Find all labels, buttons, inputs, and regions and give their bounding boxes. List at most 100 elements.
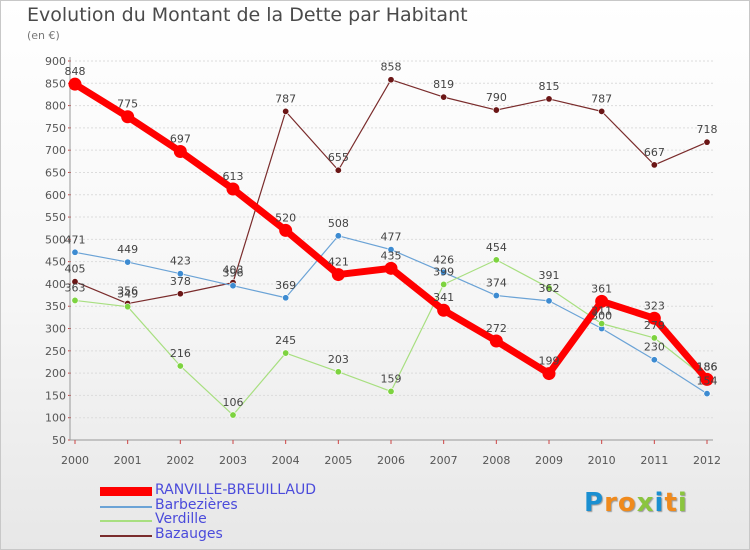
y-tick-label: 100 (45, 412, 66, 425)
y-tick-label: 800 (45, 100, 66, 113)
x-tick-label: 2009 (535, 454, 563, 467)
data-label: 426 (433, 253, 454, 266)
series-barbezi-res (71, 232, 711, 398)
data-point (598, 320, 606, 328)
data-label: 405 (65, 263, 86, 276)
x-tick-label: 2012 (693, 454, 721, 467)
data-label: 449 (117, 243, 138, 256)
y-tick-label: 150 (45, 389, 66, 402)
data-point (650, 334, 658, 342)
chart-title: Evolution du Montant de la Dette par Hab… (27, 4, 468, 26)
data-point (124, 303, 132, 311)
y-tick-label: 450 (45, 256, 66, 269)
y-tick-label: 300 (45, 323, 66, 336)
data-label: 613 (223, 170, 244, 183)
data-label: 245 (275, 334, 296, 347)
data-label: 697 (170, 133, 191, 146)
data-label: 272 (486, 322, 507, 335)
data-label: 349 (117, 288, 138, 301)
y-tick-label: 750 (45, 122, 66, 135)
x-tick-label: 2007 (430, 454, 458, 467)
y-tick-label: 600 (45, 189, 66, 202)
data-point (492, 106, 500, 114)
data-point (650, 356, 658, 364)
legend-label: Verdille (155, 511, 207, 527)
x-tick-label: 2001 (114, 454, 142, 467)
data-point (440, 93, 448, 101)
data-label: 356 (117, 285, 138, 298)
data-point (387, 76, 395, 84)
data-point (545, 284, 553, 292)
data-label: 423 (170, 255, 191, 268)
y-tick-label: 550 (45, 211, 66, 224)
data-label: 655 (328, 151, 349, 164)
logo-letter: i (677, 488, 688, 518)
data-point (598, 107, 606, 115)
data-label: 819 (433, 78, 454, 91)
data-point (124, 258, 132, 266)
data-label: 815 (539, 80, 560, 93)
data-point (492, 292, 500, 300)
logo-letter: r (604, 488, 618, 518)
data-label: 361 (591, 282, 612, 295)
data-point (282, 349, 290, 357)
data-point (176, 270, 184, 278)
data-point (437, 303, 451, 317)
x-tick-label: 2000 (61, 454, 89, 467)
x-tick-labels: 2000 2001 2002 2003 2004 2005 2006 2007 2008 2009… (61, 454, 721, 467)
data-point (334, 232, 342, 240)
data-label: 520 (275, 211, 296, 224)
data-point (489, 334, 503, 348)
data-point (71, 278, 79, 286)
data-point (542, 367, 556, 381)
data-label: 374 (486, 277, 507, 290)
unit-label: (en €) (27, 29, 60, 42)
y-tick-label: 900 (45, 55, 66, 68)
data-label: 858 (381, 61, 402, 74)
x-tick-label: 2004 (272, 454, 300, 467)
y-tick-label: 50 (52, 434, 66, 447)
data-point (545, 297, 553, 305)
data-point (440, 280, 448, 288)
logo-letter: i (654, 488, 665, 518)
data-label: 399 (433, 265, 454, 278)
data-label: 403 (223, 264, 244, 277)
data-label: 396 (223, 267, 244, 280)
y-tick-label: 200 (45, 367, 66, 380)
data-point (279, 223, 293, 237)
data-point (68, 77, 82, 91)
data-point (703, 390, 711, 398)
data-point (387, 387, 395, 395)
data-label: 378 (170, 275, 191, 288)
data-label: 311 (591, 305, 612, 318)
x-tick-label: 2002 (166, 454, 194, 467)
data-label: 216 (170, 347, 191, 360)
data-label: 199 (539, 355, 560, 368)
data-point (650, 161, 658, 169)
legend-swatch (100, 505, 152, 508)
data-labels: 848 775 697 613 520 421 435 341 272 199 361 323 186 4… (65, 61, 718, 409)
data-point (334, 368, 342, 376)
data-label: 421 (328, 256, 349, 269)
x-tick-label: 2011 (640, 454, 668, 467)
data-label: 154 (697, 375, 718, 388)
data-point (387, 246, 395, 254)
data-label: 230 (644, 341, 665, 354)
data-label: 323 (644, 299, 665, 312)
data-label: 435 (381, 249, 402, 262)
legend-label: Barbezières (155, 496, 238, 513)
legend-swatch (100, 487, 152, 496)
data-point (173, 145, 187, 159)
data-label: 667 (644, 146, 665, 159)
data-point (282, 294, 290, 302)
data-point (334, 166, 342, 174)
data-label: 471 (65, 233, 86, 246)
y-tick-label: 700 (45, 144, 66, 157)
logo-letter: t (664, 488, 678, 518)
logo-letter: x (636, 488, 655, 518)
data-label: 363 (65, 281, 86, 294)
data-point (331, 268, 345, 282)
logo-letter: o (617, 488, 637, 518)
series-verdille (71, 256, 711, 419)
